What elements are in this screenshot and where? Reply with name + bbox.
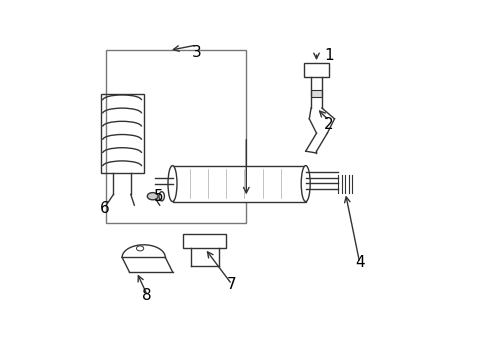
Text: 7: 7 — [226, 277, 236, 292]
Ellipse shape — [159, 192, 164, 201]
Ellipse shape — [168, 166, 177, 202]
Ellipse shape — [194, 239, 201, 244]
Ellipse shape — [136, 246, 143, 251]
Bar — [310, 90, 321, 97]
Bar — [172, 166, 305, 202]
Text: 6: 6 — [100, 201, 109, 216]
Text: 1: 1 — [324, 48, 333, 63]
Ellipse shape — [301, 166, 309, 202]
Bar — [303, 63, 328, 77]
Text: 2: 2 — [324, 117, 333, 132]
Text: 4: 4 — [354, 255, 364, 270]
Text: 3: 3 — [192, 45, 202, 60]
Bar — [183, 234, 226, 248]
Text: 8: 8 — [142, 288, 152, 303]
Ellipse shape — [147, 193, 158, 200]
Bar — [106, 50, 246, 223]
Bar — [101, 94, 143, 173]
Text: 5: 5 — [154, 189, 163, 204]
